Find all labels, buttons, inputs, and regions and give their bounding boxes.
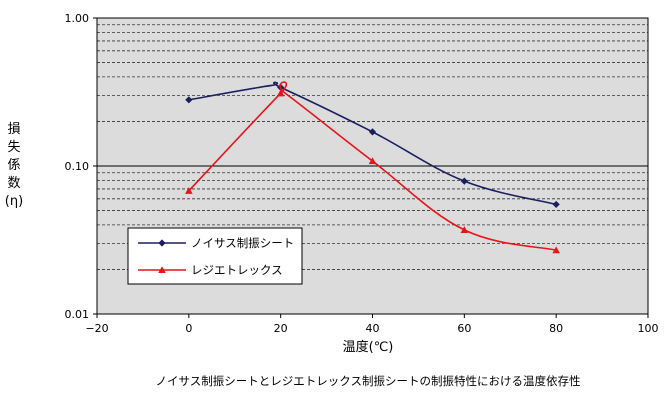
- x-axis-label: 温度(℃): [343, 339, 394, 355]
- triangle-marker: [276, 89, 285, 97]
- series-line: [188, 81, 557, 206]
- series-layer: [185, 81, 560, 254]
- y-axis-label-char: 失: [7, 140, 20, 155]
- x-axis: −20 0 20 40 60 80 100: [85, 314, 659, 335]
- series-line: [188, 81, 557, 251]
- y-axis-label: 損失係数 (η): [5, 122, 23, 209]
- y-axis-label-char: 数: [7, 176, 20, 191]
- diamond-marker: [460, 177, 468, 185]
- series-2: [185, 81, 560, 254]
- triangle-marker: [368, 157, 377, 165]
- diamond-marker: [552, 200, 560, 209]
- y-axis: 0.01 0.10 1.00: [65, 12, 97, 321]
- triangle-marker: [552, 246, 560, 254]
- triangle-marker: [185, 186, 193, 194]
- triangle-marker: [158, 266, 166, 274]
- y-axis-label-char: (η): [5, 194, 23, 209]
- x-tick-label: 80: [549, 322, 563, 335]
- x-tick-label: 100: [638, 322, 659, 335]
- y-tick-label: 1.00: [65, 12, 90, 25]
- diamond-marker: [368, 128, 377, 136]
- legend-label: レジエトレックス: [191, 263, 283, 277]
- legend-item: ノイサス制振シート: [138, 236, 294, 250]
- y-tick-label: 0.10: [65, 160, 90, 173]
- diamond-marker: [185, 96, 193, 104]
- x-tick-label: 40: [366, 322, 380, 335]
- triangle-marker: [460, 226, 469, 233]
- x-tick-label: 60: [457, 322, 471, 335]
- legend-label: ノイサス制振シート: [191, 236, 294, 250]
- x-tick-label: 0: [185, 322, 192, 335]
- legend-box: [127, 227, 303, 285]
- y-tick-label: 0.01: [65, 308, 90, 321]
- x-tick-label: −20: [85, 322, 108, 335]
- chart-caption: ノイサス制振シートとレジエトレックス制振シートの制振特性における温度依存性: [156, 374, 581, 388]
- y-axis-label-char: 損: [7, 122, 20, 137]
- series-1: [185, 81, 560, 209]
- x-tick-label: 20: [274, 322, 288, 335]
- legend-item: レジエトレックス: [138, 263, 283, 277]
- y-axis-label-char: 係: [7, 158, 20, 173]
- diamond-marker: [158, 239, 166, 247]
